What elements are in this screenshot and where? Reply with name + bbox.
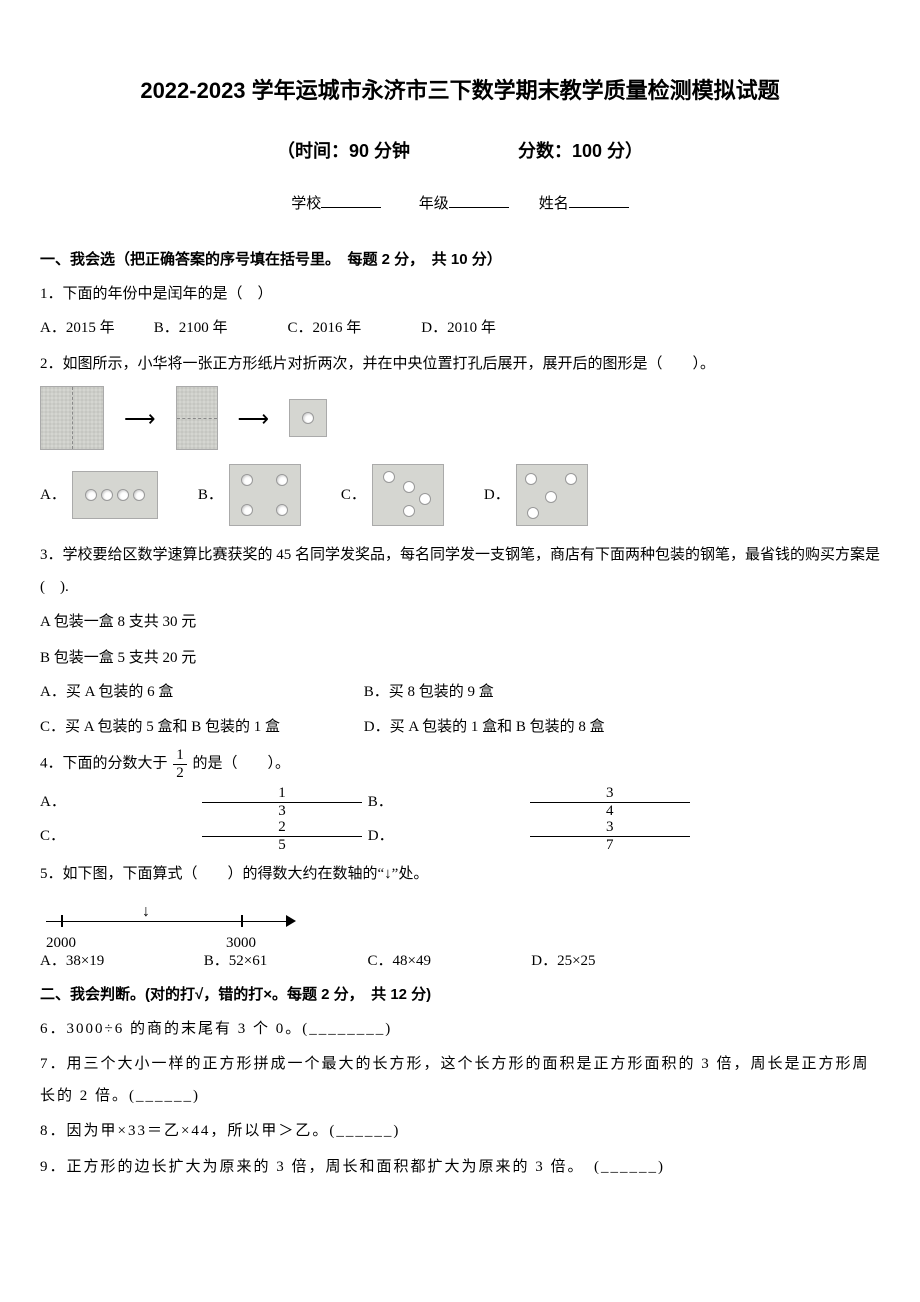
q2-stem: 2．如图所示，小华将一张正方形纸片对折两次，并在中央位置打孔后展开，展开后的图形…: [40, 349, 880, 381]
q4-B: B．34: [368, 785, 692, 819]
q2-D-label: D．: [484, 481, 510, 510]
q1-C: C．2016 年: [288, 314, 418, 343]
q4-C: C．25: [40, 819, 364, 853]
school-blank[interactable]: [321, 193, 381, 208]
grade-blank[interactable]: [449, 193, 509, 208]
section2-head: 二、我会判断。(对的打√，错的打×。每题 2 分， 共 12 分): [40, 981, 880, 1010]
arrow-icon: ⟶: [238, 398, 270, 440]
q3-opts2: C．买 A 包装的 5 盒和 B 包装的 1 盒 D．买 A 包装的 1 盒和 …: [40, 713, 880, 742]
q2-C: C．: [341, 464, 444, 526]
q2-B-label: B．: [198, 481, 223, 510]
fold-step3: [289, 399, 327, 437]
q2-opts: A． B． C． D．: [40, 464, 880, 526]
q1-B: B．2100 年: [154, 314, 284, 343]
q3-C: C．买 A 包装的 5 盒和 B 包装的 1 盒: [40, 713, 360, 742]
q3-A: A．买 A 包装的 6 盒: [40, 678, 360, 707]
q1-stem: 1．下面的年份中是闰年的是（ ）: [40, 279, 880, 311]
q5-D: D．25×25: [531, 947, 691, 976]
q1-D: D．2010 年: [421, 314, 581, 343]
q4-frac: 12: [173, 747, 187, 781]
axis-arrowhead: [286, 915, 296, 927]
q4-D: D．37: [368, 819, 692, 853]
q2-B: B．: [198, 464, 301, 526]
q4-opts: A．13 B．34 C．25 D．37: [40, 785, 880, 853]
q3-B: B．买 8 包装的 9 盒: [364, 678, 684, 707]
school-label: 学校: [291, 196, 321, 212]
page-title: 2022-2023 学年运城市永济市三下数学期末教学质量检测模拟试题: [40, 70, 880, 112]
q2-D-img: [516, 464, 588, 526]
q3-packA: A 包装一盒 8 支共 30 元: [40, 607, 880, 639]
fold-step1: [40, 386, 104, 450]
name-label: 姓名: [539, 196, 569, 212]
q4-post: 的是（ ）。: [193, 756, 291, 772]
tick-right: [241, 915, 243, 927]
q4-stem: 4．下面的分数大于 12 的是（ ）。: [40, 747, 880, 781]
label-right: 3000: [226, 929, 256, 958]
q2-A: A．: [40, 471, 158, 519]
label-left: 2000: [46, 929, 76, 958]
subtitle: （时间：90 分钟 分数：100 分）: [40, 134, 880, 168]
q3-stem: 3．学校要给区数学速算比赛获奖的 45 名同学发奖品，每名同学发一支钢笔，商店有…: [40, 540, 880, 603]
q4-A: A．13: [40, 785, 364, 819]
number-line: 2000 3000 ↓: [46, 895, 296, 945]
q2-C-img: [372, 464, 444, 526]
q2-fold-row: ⟶ ⟶: [40, 386, 880, 450]
info-line: 学校 年级 姓名: [40, 190, 880, 219]
q8: 8．因为甲×33＝乙×44，所以甲＞乙。(______): [40, 1116, 880, 1148]
q4-pre: 4．下面的分数大于: [40, 756, 168, 772]
q3-packB: B 包装一盒 5 支共 20 元: [40, 643, 880, 675]
name-blank[interactable]: [569, 193, 629, 208]
q3-D: D．买 A 包装的 1 盒和 B 包装的 8 盒: [364, 713, 684, 742]
q5-stem: 5．如下图，下面算式（ ）的得数大约在数轴的“↓”处。: [40, 859, 880, 891]
q5-opts: A．38×19 B．52×61 C．48×49 D．25×25: [40, 947, 880, 976]
arrow-icon: ⟶: [124, 398, 156, 440]
fold-step2: [176, 386, 218, 450]
hole-icon: [302, 412, 314, 424]
axis-line: [46, 921, 286, 922]
q2-D: D．: [484, 464, 588, 526]
q1-A: A．2015 年: [40, 314, 150, 343]
tick-left: [61, 915, 63, 927]
q2-B-img: [229, 464, 301, 526]
q2-C-label: C．: [341, 481, 366, 510]
q7: 7．用三个大小一样的正方形拼成一个最大的长方形，这个长方形的面积是正方形面积的 …: [40, 1049, 880, 1112]
q5-C: C．48×49: [368, 947, 528, 976]
q2-A-label: A．: [40, 481, 66, 510]
section1-head: 一、我会选（把正确答案的序号填在括号里。 每题 2 分， 共 10 分）: [40, 246, 880, 275]
q2-A-img: [72, 471, 158, 519]
q1-opts: A．2015 年 B．2100 年 C．2016 年 D．2010 年: [40, 314, 880, 343]
q3-opts1: A．买 A 包装的 6 盒 B．买 8 包装的 9 盒: [40, 678, 880, 707]
q9: 9．正方形的边长扩大为原来的 3 倍，周长和面积都扩大为原来的 3 倍。 (__…: [40, 1152, 880, 1184]
grade-label: 年级: [419, 196, 449, 212]
q6: 6．3000÷6 的商的末尾有 3 个 0。(________): [40, 1014, 880, 1046]
down-arrow-icon: ↓: [142, 897, 150, 927]
